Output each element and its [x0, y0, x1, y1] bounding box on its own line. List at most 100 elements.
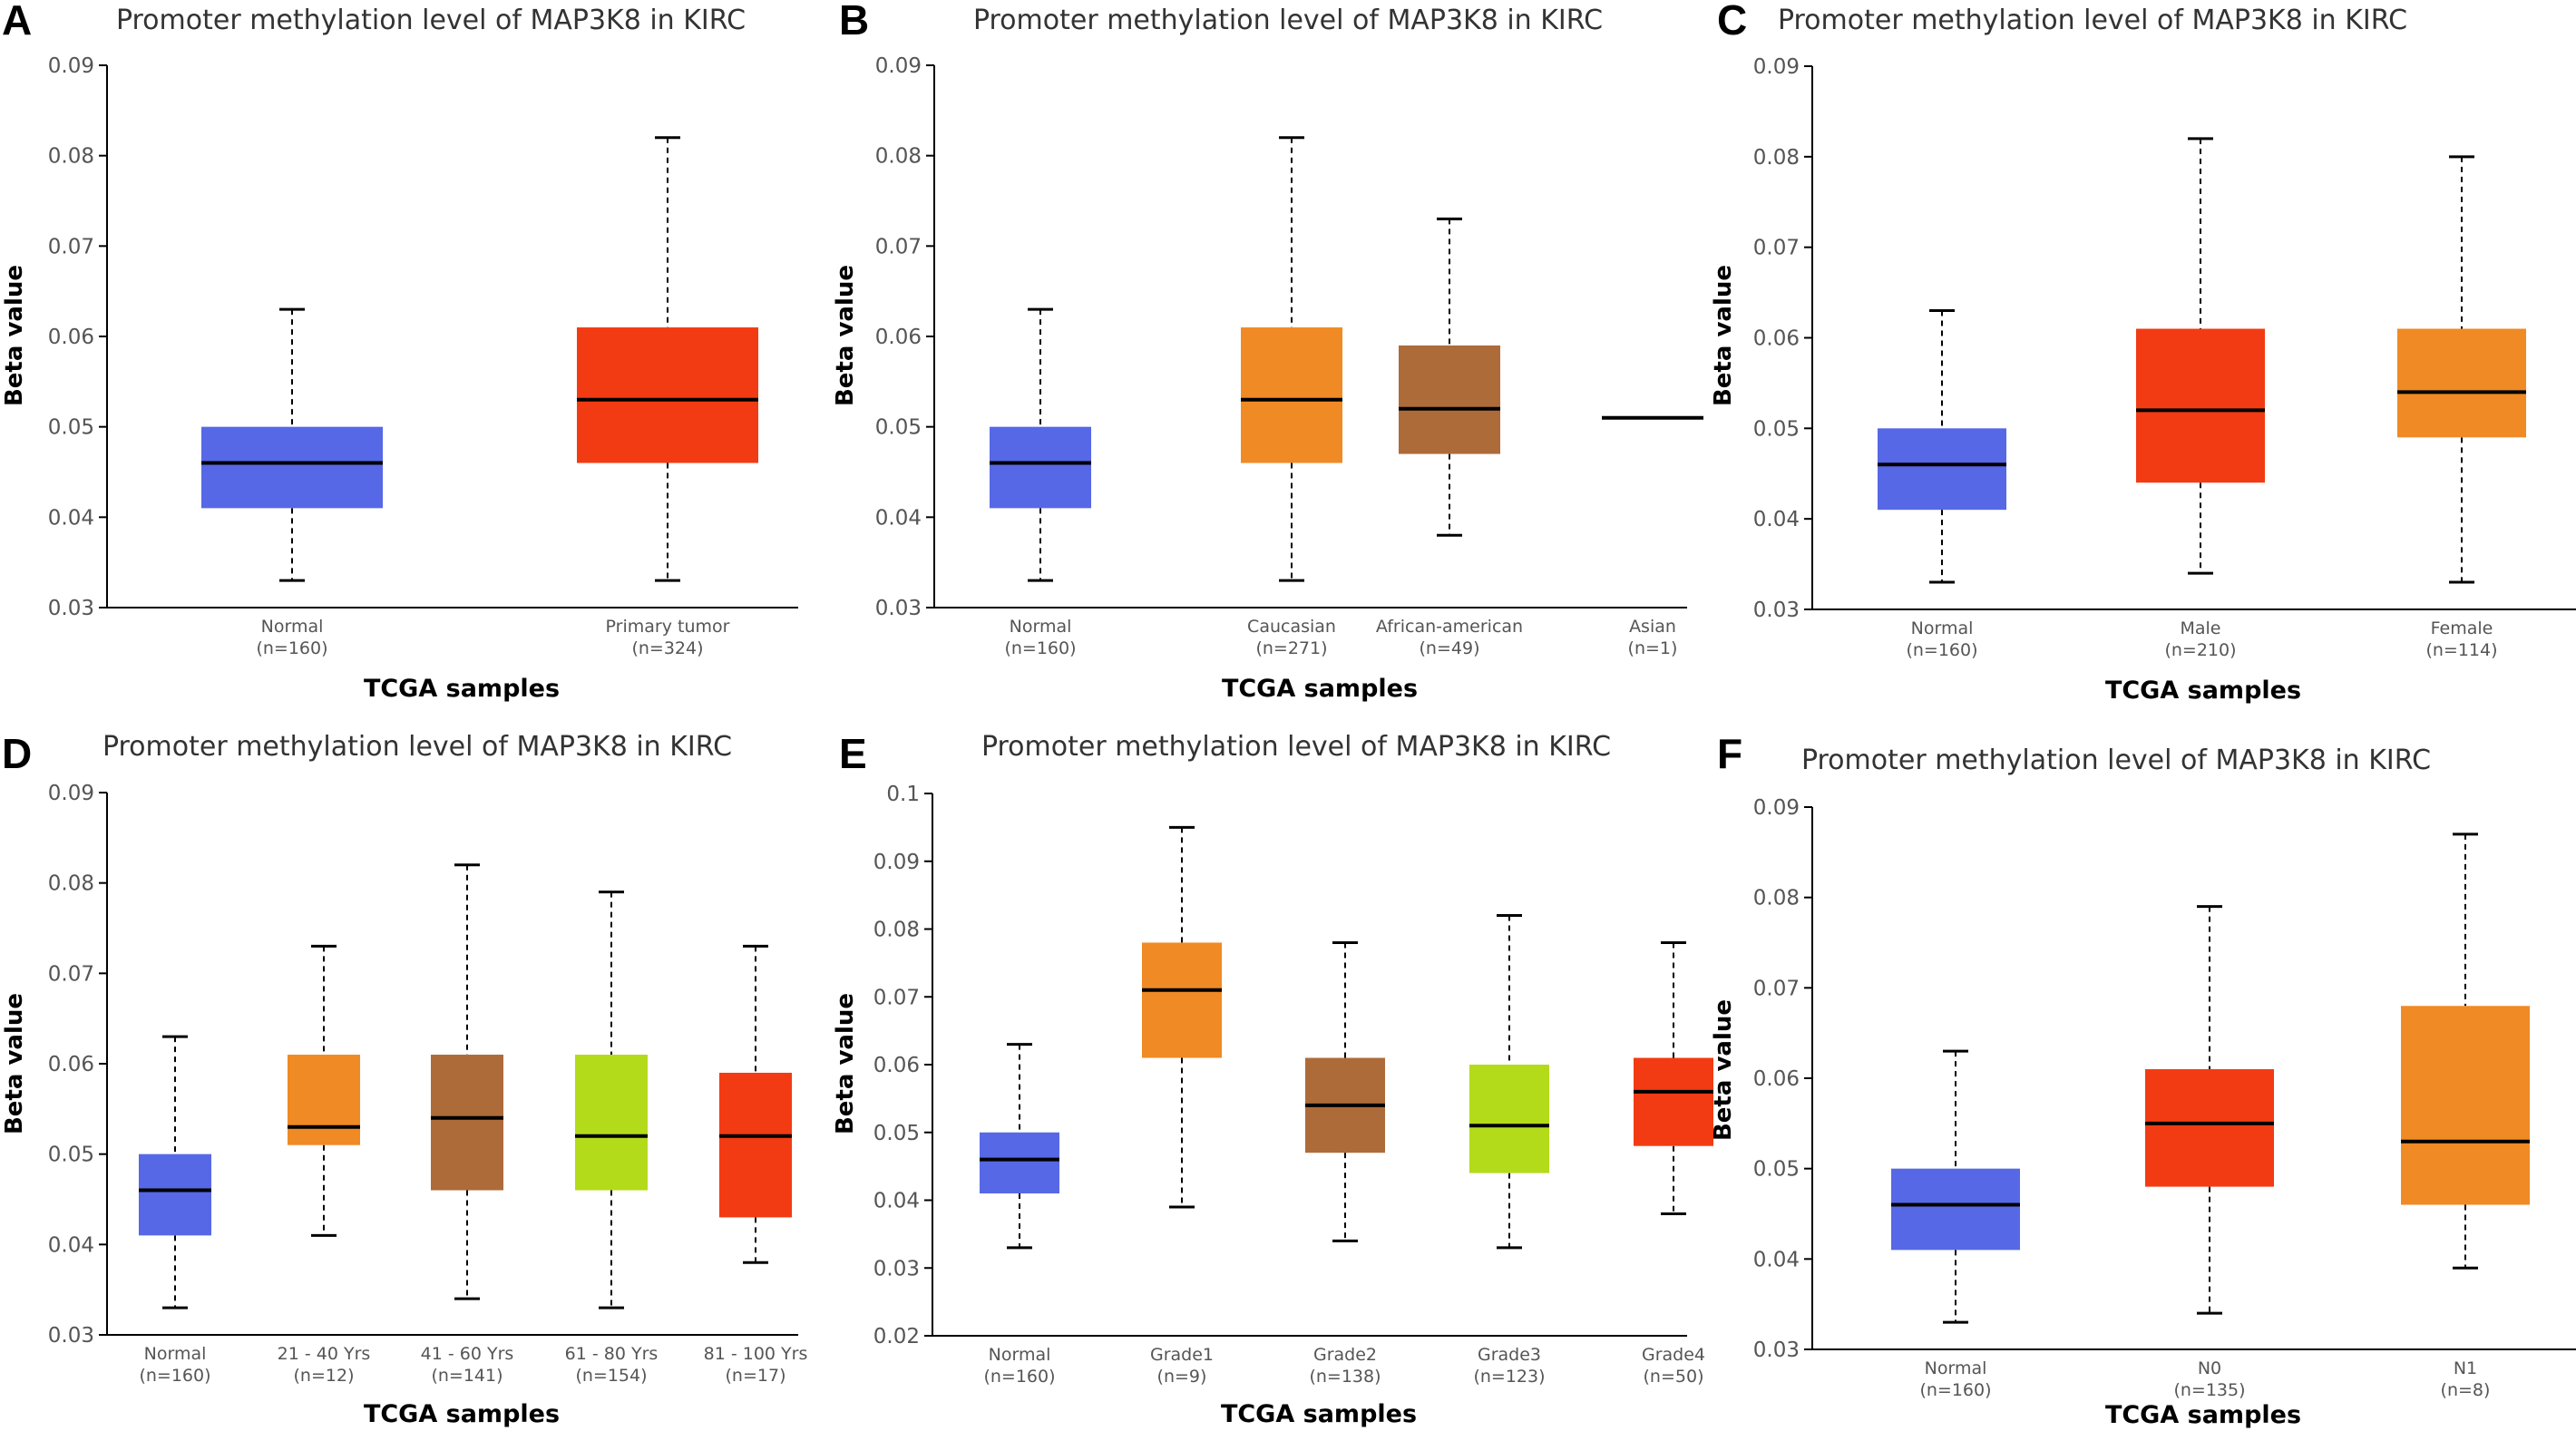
y-tick-label: 0.06: [873, 1054, 920, 1077]
x-axis-label: TCGA samples: [1221, 1400, 1417, 1428]
y-axis-label: Beta value: [1, 265, 28, 406]
category-label: Normal: [1010, 617, 1072, 637]
y-tick-label: 0.04: [875, 506, 922, 530]
panel-label: D: [2, 730, 32, 777]
category-count: (n=160): [1906, 640, 1977, 660]
box-normal: [1878, 309, 2006, 584]
y-tick-label: 0.04: [48, 1233, 94, 1257]
y-tick-label: 0.08: [1753, 887, 1800, 910]
y-axis-label: Beta value: [832, 993, 859, 1134]
y-tick-label: 0.03: [48, 597, 94, 620]
category-count: (n=135): [2173, 1380, 2245, 1400]
category-label: Male: [2180, 618, 2220, 638]
chart-title: Promoter methylation level of MAP3K8 in …: [973, 5, 1603, 36]
chart-title: Promoter methylation level of MAP3K8 in …: [1801, 745, 2431, 776]
x-axis-label: TCGA samples: [2105, 677, 2301, 705]
panel-label: E: [839, 730, 867, 777]
iqr-box: [431, 1055, 503, 1191]
y-tick-label: 0.07: [1753, 977, 1800, 1000]
iqr-box: [1399, 345, 1500, 454]
panel-label: A: [2, 0, 32, 44]
y-tick-label: 0.07: [875, 235, 922, 258]
chart-panel-d: D Promoter methylation level of MAP3K8 in…: [1, 730, 807, 1428]
chart-panel-e: E Promoter methylation level of MAP3K8 in…: [832, 730, 1713, 1428]
y-tick-label: 0.04: [873, 1190, 920, 1213]
category-label: Female: [2431, 618, 2493, 638]
category-count: (n=160): [1919, 1380, 1991, 1400]
iqr-box: [980, 1132, 1059, 1194]
category-label: Normal: [1925, 1358, 1987, 1378]
y-tick-label: 0.07: [873, 986, 920, 1009]
category-count: (n=1): [1628, 638, 1678, 658]
y-tick-label: 0.1: [886, 783, 920, 806]
y-tick-label: 0.04: [1753, 1248, 1800, 1271]
category-label: 81 - 100 Yrs: [704, 1344, 808, 1364]
chart-panel-b: B Promoter methylation level of MAP3K8 in…: [832, 0, 1703, 703]
y-tick-label: 0.09: [873, 851, 920, 874]
category-count: (n=138): [1309, 1367, 1381, 1387]
iqr-box: [1891, 1168, 2020, 1251]
category-count: (n=12): [294, 1366, 355, 1386]
category-label: Grade4: [1642, 1345, 1705, 1365]
category-count: (n=49): [1420, 638, 1480, 658]
chart-title: Promoter methylation level of MAP3K8 in …: [981, 731, 1611, 763]
iqr-box: [577, 327, 758, 463]
iqr-box: [990, 426, 1091, 509]
box-male: [2136, 137, 2265, 575]
category-label: Grade2: [1313, 1345, 1377, 1365]
category-label: Grade1: [1150, 1345, 1214, 1365]
x-axis-label: TCGA samples: [2105, 1401, 2301, 1429]
x-axis-label: TCGA samples: [1222, 675, 1418, 703]
category-label: 61 - 80 Yrs: [565, 1344, 659, 1364]
y-tick-label: 0.03: [48, 1324, 94, 1348]
iqr-box: [2136, 328, 2265, 483]
chart-title: Promoter methylation level of MAP3K8 in …: [102, 731, 732, 763]
y-tick-label: 0.05: [1753, 417, 1800, 441]
category-count: (n=160): [1004, 638, 1076, 658]
y-axis-label: Beta value: [832, 265, 859, 406]
y-tick-label: 0.08: [48, 872, 94, 896]
category-count: (n=160): [256, 638, 327, 658]
category-label: N0: [2198, 1358, 2221, 1378]
box-81-100-yrs: [719, 944, 792, 1264]
y-tick-label: 0.06: [1753, 1067, 1800, 1091]
category-count: (n=210): [2164, 640, 2236, 660]
y-tick-label: 0.05: [875, 416, 922, 440]
y-tick-label: 0.08: [873, 919, 920, 942]
iqr-box: [2397, 328, 2526, 438]
y-tick-label: 0.05: [48, 1144, 94, 1167]
iqr-box: [1241, 327, 1342, 463]
category-count: (n=154): [575, 1366, 647, 1386]
y-tick-label: 0.09: [1753, 55, 1800, 79]
box-normal: [1891, 1049, 2020, 1324]
y-tick-label: 0.03: [873, 1257, 920, 1280]
category-label: Normal: [144, 1344, 207, 1364]
box-21-40-yrs: [288, 944, 360, 1237]
y-tick-label: 0.07: [48, 962, 94, 986]
iqr-box: [1634, 1057, 1713, 1146]
y-tick-label: 0.03: [875, 597, 922, 620]
y-tick-label: 0.06: [48, 1053, 94, 1076]
category-label: Grade3: [1478, 1345, 1541, 1365]
panel-label: C: [1717, 0, 1747, 44]
y-tick-label: 0.08: [48, 145, 94, 169]
x-axis-label: TCGA samples: [364, 1400, 560, 1428]
box-41-60-yrs: [431, 863, 503, 1300]
category-label: African-american: [1376, 617, 1523, 637]
box-african-american: [1399, 217, 1500, 537]
iqr-box: [719, 1072, 792, 1218]
box-female: [2397, 155, 2526, 584]
chart-panel-a: A Promoter methylation level of MAP3K8 in…: [1, 0, 798, 703]
y-tick-label: 0.05: [873, 1122, 920, 1145]
iqr-box: [1469, 1065, 1549, 1173]
y-tick-label: 0.07: [1753, 237, 1800, 260]
box-normal: [139, 1035, 211, 1309]
y-tick-label: 0.08: [875, 145, 922, 169]
category-count: (n=50): [1644, 1367, 1704, 1387]
y-axis-label: Beta value: [1, 993, 28, 1134]
y-tick-label: 0.09: [48, 782, 94, 805]
category-label: Normal: [1911, 618, 1974, 638]
chart-panel-f: F Promoter methylation level of MAP3K8 in…: [1710, 730, 2576, 1429]
category-label: Primary tumor: [606, 617, 730, 637]
category-label: Caucasian: [1247, 617, 1336, 637]
